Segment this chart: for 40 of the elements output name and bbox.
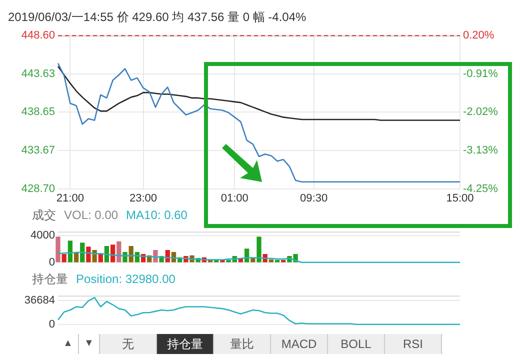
y-tick-label: 36684 (24, 294, 55, 306)
y2-tick-label: -3.13% (463, 144, 498, 156)
y-tick-label: 428.70 (21, 182, 55, 195)
text: 无 (100, 334, 157, 354)
y-tick-label: 448.60 (21, 30, 55, 42)
bar (68, 240, 73, 262)
legend-title: 成交 (32, 208, 56, 222)
text: ▼ (79, 334, 100, 354)
chart-title: 2019/06/03/一14:55 价 429.60 均 437.56 量 0 幅 -4.04% (8, 9, 308, 26)
bar (256, 236, 262, 262)
bar (62, 254, 66, 262)
x-tick-label: 15:00 (446, 192, 474, 204)
bar (56, 236, 60, 262)
y2-tick-label: -4.25% (463, 182, 498, 195)
y-tick-label: 438.65 (21, 106, 55, 118)
text: MA10: 0.60 (126, 208, 188, 222)
bar (80, 242, 85, 262)
series-label: VOL: 0.00 (64, 208, 118, 222)
chart-title: 持仓量 (32, 272, 68, 286)
y-tick-label: 433.67 (21, 144, 55, 157)
text: 量比 (214, 334, 271, 354)
bar (153, 250, 158, 262)
text: MACD (271, 334, 328, 354)
y2-tick-label: -0.91% (463, 68, 498, 80)
bar (86, 246, 91, 262)
x-tick-label: 01:00 (220, 192, 248, 204)
y-tick-label: 0 (48, 256, 55, 268)
x-tick-label: 09:30 (300, 192, 328, 204)
text: BOLL (328, 334, 385, 354)
y2-tick-label: -2.02% (463, 106, 498, 118)
series-label: Position: 32980.00 (76, 272, 176, 286)
y-tick-label: 4000 (30, 230, 55, 242)
x-tick-label: 23:00 (130, 192, 158, 204)
y-tick-label: 443.63 (21, 68, 55, 80)
text: ▲ (58, 334, 79, 354)
x-tick-label: 21:00 (56, 192, 84, 204)
text: 持仓量 (157, 334, 214, 354)
y2-tick-label: 0.20% (463, 30, 494, 42)
y-tick-label: 0 (48, 318, 55, 330)
text: RSI (385, 334, 442, 354)
